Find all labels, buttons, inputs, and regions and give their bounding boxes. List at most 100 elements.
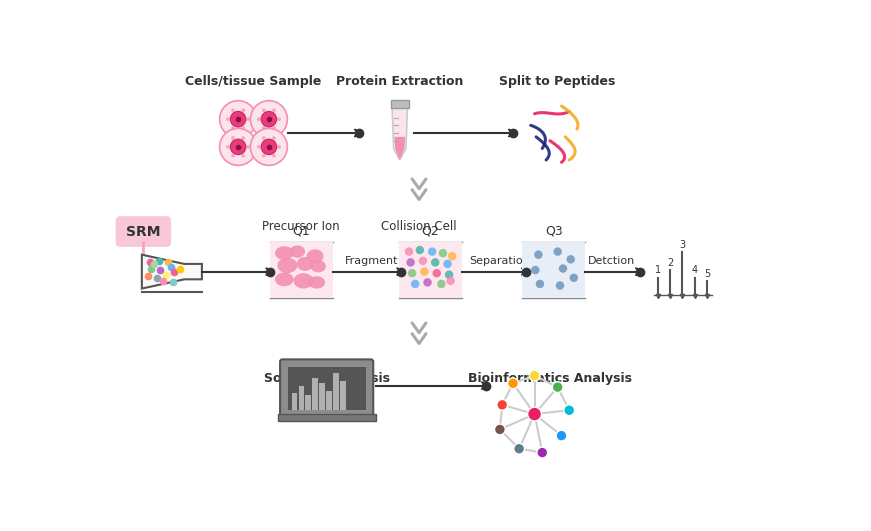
Circle shape xyxy=(219,101,257,138)
Circle shape xyxy=(420,268,429,276)
Circle shape xyxy=(566,255,575,263)
Text: 2: 2 xyxy=(667,258,673,268)
Bar xyxy=(278,414,375,421)
Circle shape xyxy=(219,129,257,165)
Text: Q2: Q2 xyxy=(422,225,440,238)
Circle shape xyxy=(272,108,276,112)
Circle shape xyxy=(272,126,276,130)
Circle shape xyxy=(553,247,562,256)
Text: Detction: Detction xyxy=(588,256,635,266)
Bar xyxy=(341,381,346,410)
Circle shape xyxy=(241,108,245,112)
Circle shape xyxy=(419,256,427,265)
Text: 1: 1 xyxy=(655,266,661,276)
Text: 4: 4 xyxy=(692,266,698,276)
Text: Precursor Ion: Precursor Ion xyxy=(262,220,340,233)
Circle shape xyxy=(408,269,416,277)
Bar xyxy=(299,386,304,410)
Ellipse shape xyxy=(290,245,305,258)
Circle shape xyxy=(530,370,540,381)
Ellipse shape xyxy=(277,258,297,273)
Circle shape xyxy=(448,252,456,260)
Ellipse shape xyxy=(297,257,314,271)
Circle shape xyxy=(241,154,245,158)
Bar xyxy=(523,242,585,298)
Circle shape xyxy=(496,399,508,410)
Circle shape xyxy=(423,278,432,287)
Text: Fragment: Fragment xyxy=(345,256,398,266)
Circle shape xyxy=(552,382,563,392)
Circle shape xyxy=(226,145,230,149)
Bar xyxy=(270,242,333,298)
Text: Separation: Separation xyxy=(469,256,530,266)
Circle shape xyxy=(277,145,281,149)
Circle shape xyxy=(508,378,518,389)
Circle shape xyxy=(411,280,420,288)
Circle shape xyxy=(570,273,578,282)
Circle shape xyxy=(231,126,235,130)
Circle shape xyxy=(261,112,277,127)
Circle shape xyxy=(226,117,230,121)
Bar xyxy=(390,100,409,108)
Circle shape xyxy=(246,117,250,121)
Text: Collision Cell: Collision Cell xyxy=(381,220,457,233)
Bar xyxy=(292,393,297,410)
Bar xyxy=(327,391,332,410)
Circle shape xyxy=(251,101,287,138)
Bar xyxy=(306,395,311,410)
Circle shape xyxy=(443,260,452,268)
Text: 3: 3 xyxy=(679,240,685,250)
Circle shape xyxy=(437,280,446,288)
Circle shape xyxy=(230,112,246,127)
Circle shape xyxy=(231,136,235,140)
Circle shape xyxy=(230,139,246,155)
Bar xyxy=(320,383,325,410)
Circle shape xyxy=(262,154,266,158)
Text: Bioinformatics Analysis: Bioinformatics Analysis xyxy=(468,372,632,385)
Circle shape xyxy=(241,126,245,130)
Text: Q1: Q1 xyxy=(293,225,310,238)
Ellipse shape xyxy=(275,272,294,286)
FancyBboxPatch shape xyxy=(280,359,374,416)
Ellipse shape xyxy=(310,260,326,272)
Circle shape xyxy=(231,154,235,158)
Circle shape xyxy=(556,430,567,441)
Circle shape xyxy=(272,136,276,140)
Circle shape xyxy=(231,108,235,112)
Circle shape xyxy=(439,249,447,258)
Circle shape xyxy=(246,145,250,149)
Circle shape xyxy=(537,447,548,458)
Circle shape xyxy=(257,145,260,149)
Text: Protein Extraction: Protein Extraction xyxy=(336,75,463,88)
Bar xyxy=(399,242,463,298)
Circle shape xyxy=(559,264,567,273)
FancyBboxPatch shape xyxy=(116,216,171,247)
Circle shape xyxy=(241,136,245,140)
Circle shape xyxy=(556,281,564,290)
Bar xyxy=(313,378,318,410)
Circle shape xyxy=(261,139,277,155)
Polygon shape xyxy=(142,255,202,288)
Circle shape xyxy=(407,258,415,267)
Text: Split to Peptides: Split to Peptides xyxy=(499,75,616,88)
Text: SRM: SRM xyxy=(126,225,160,238)
Ellipse shape xyxy=(308,276,325,288)
Polygon shape xyxy=(392,106,408,160)
Circle shape xyxy=(415,246,424,254)
Circle shape xyxy=(564,405,575,416)
Ellipse shape xyxy=(275,246,294,260)
Circle shape xyxy=(272,154,276,158)
Bar xyxy=(334,373,339,410)
Circle shape xyxy=(536,280,544,288)
Text: Cells/tissue Sample: Cells/tissue Sample xyxy=(186,75,321,88)
Circle shape xyxy=(428,247,436,256)
Bar xyxy=(287,367,366,410)
Circle shape xyxy=(262,126,266,130)
Circle shape xyxy=(495,424,505,435)
Text: Software Analysis: Software Analysis xyxy=(264,372,389,385)
Circle shape xyxy=(447,277,455,285)
Text: Q3: Q3 xyxy=(545,225,563,238)
Circle shape xyxy=(262,136,266,140)
Circle shape xyxy=(405,247,413,256)
Circle shape xyxy=(257,117,260,121)
